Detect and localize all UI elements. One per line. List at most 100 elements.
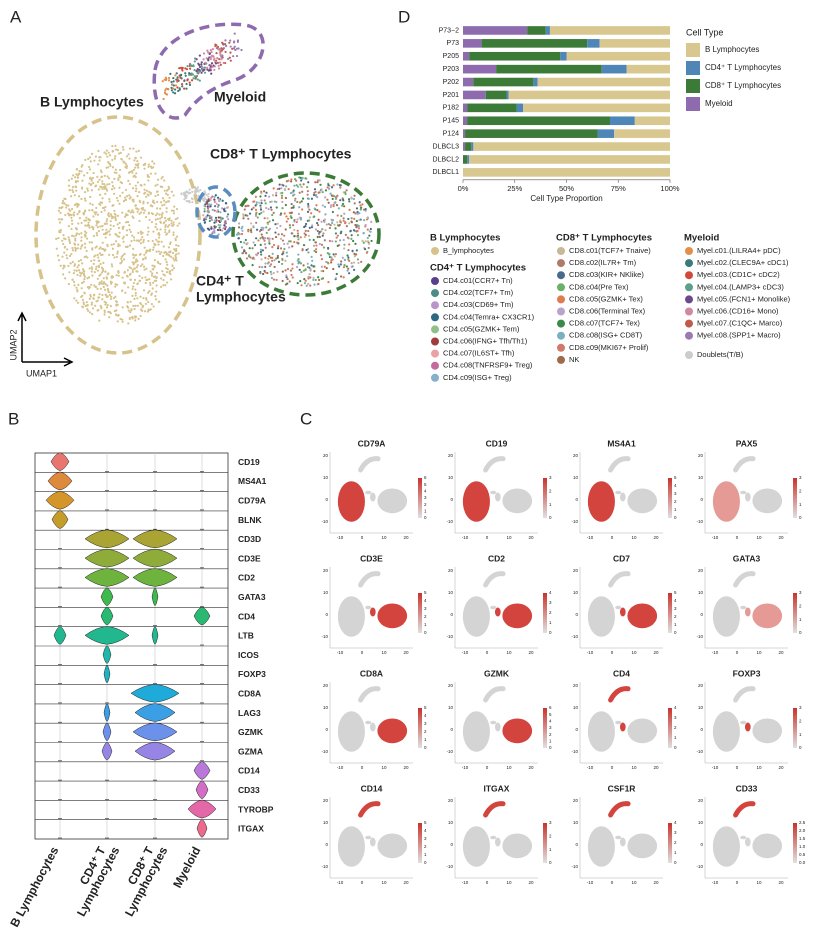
- cell-point: [153, 279, 156, 282]
- cell-point: [98, 281, 101, 284]
- tick-label: 20: [778, 650, 784, 655]
- legend-dot: [431, 313, 439, 322]
- cell-point: [76, 176, 80, 179]
- cell-point: [95, 300, 98, 303]
- cell-point: [235, 47, 239, 50]
- tick-label: 20: [448, 798, 454, 803]
- cell-point: [134, 175, 137, 179]
- violin: [151, 587, 159, 607]
- cell-region: [483, 571, 506, 588]
- cell-point: [157, 300, 160, 304]
- cell-region: [358, 456, 381, 473]
- cell-point: [364, 209, 367, 212]
- bar-segment: [527, 26, 546, 35]
- cell-point: [75, 299, 78, 302]
- tick-label: -10: [587, 880, 594, 885]
- colorbar-label: 0: [549, 515, 552, 520]
- cell-point: [156, 212, 159, 215]
- cell-point: [116, 320, 119, 323]
- cell-region: [587, 826, 615, 867]
- cell-point: [104, 236, 107, 239]
- cell-point: [145, 278, 148, 282]
- cell-point: [290, 202, 293, 206]
- cell-region: [358, 801, 381, 818]
- cell-point: [69, 209, 72, 212]
- cell-point: [343, 243, 346, 246]
- bar-segment: [609, 116, 635, 126]
- violin: [47, 471, 73, 491]
- cell-point: [122, 148, 125, 151]
- tick-label: 10: [631, 535, 637, 540]
- cell-point: [76, 266, 79, 269]
- cell-point: [185, 82, 188, 86]
- cell-point: [219, 63, 222, 66]
- tick-label: -10: [696, 864, 703, 869]
- tick-label: 20: [448, 568, 454, 573]
- cell-point: [70, 177, 73, 180]
- cell-point: [276, 247, 280, 250]
- cell-region: [377, 603, 408, 629]
- cell-point: [75, 234, 78, 237]
- cell-point: [260, 253, 263, 256]
- cell-point: [191, 198, 194, 201]
- bar-segment: [463, 116, 468, 126]
- cell-point: [259, 208, 263, 211]
- cell-point: [334, 201, 337, 204]
- cell-region: [337, 711, 365, 752]
- violin: [100, 587, 114, 607]
- cell-point: [88, 168, 92, 171]
- cell-point: [154, 172, 157, 175]
- cell-point: [136, 282, 139, 286]
- legend-dot: [431, 247, 439, 255]
- cell-point: [335, 204, 339, 207]
- cell-point: [76, 212, 79, 216]
- cell-point: [167, 185, 170, 188]
- colorbar-label: 2: [424, 729, 427, 734]
- cell-point: [149, 165, 153, 168]
- cell-point: [157, 250, 161, 253]
- cell-point: [142, 257, 145, 261]
- cell-point: [354, 223, 357, 227]
- cell-point: [281, 239, 285, 242]
- cell-point: [88, 285, 91, 289]
- violin: [132, 529, 178, 549]
- cell-point: [236, 233, 239, 236]
- violin: [196, 819, 208, 838]
- cell-point: [94, 304, 97, 307]
- cell-point: [143, 188, 146, 191]
- cell-point: [332, 204, 335, 208]
- cell-point: [259, 250, 262, 254]
- cell-point: [331, 221, 334, 225]
- cell-point: [335, 272, 338, 276]
- cell-point: [90, 259, 93, 262]
- tick-label: 0: [325, 497, 328, 502]
- cell-point: [111, 265, 114, 268]
- cell-point: [330, 186, 334, 189]
- tick-label: 10: [323, 820, 329, 825]
- tick-label: 10: [448, 820, 454, 825]
- cell-point: [159, 207, 162, 210]
- tick-label: 0: [575, 497, 578, 502]
- colorbar: [668, 478, 672, 518]
- cell-point: [107, 160, 110, 164]
- cell-point: [80, 239, 83, 242]
- cell-point: [103, 151, 106, 154]
- cell-point: [315, 193, 318, 197]
- cell-point: [294, 197, 297, 200]
- cell-point: [359, 204, 362, 207]
- cell-point: [215, 52, 218, 55]
- cell-point: [268, 227, 271, 230]
- cell-point: [329, 205, 332, 209]
- cell-point: [306, 185, 309, 189]
- colorbar-label: 4: [674, 598, 677, 603]
- cell-point: [208, 219, 211, 223]
- cell-point: [77, 259, 80, 263]
- cell-region: [615, 835, 622, 840]
- cell-point: [147, 300, 150, 304]
- cell-point: [359, 208, 362, 211]
- cell-point: [99, 156, 102, 159]
- tick-label: 20: [448, 453, 454, 458]
- colorbar-label: 0: [549, 860, 552, 865]
- cell-point: [136, 263, 139, 267]
- cell-point: [288, 280, 291, 283]
